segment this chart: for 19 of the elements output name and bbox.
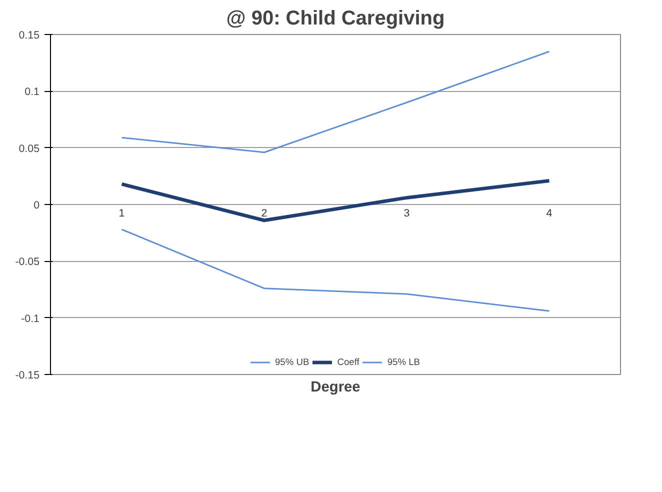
- y-tick-label: -0.1: [21, 312, 40, 325]
- y-tick-label: 0.1: [24, 86, 40, 98]
- chart-title: @ 90: Child Caregiving: [226, 8, 445, 30]
- x-axis-title: Degree: [310, 380, 360, 396]
- x-tick-label: 3: [404, 208, 410, 220]
- legend-label: Coeff: [337, 357, 360, 367]
- line-series: [121, 228, 550, 312]
- y-tick-label: -0.15: [15, 370, 40, 382]
- line-series: [120, 178, 551, 222]
- y-tick-label: 0.05: [18, 142, 40, 155]
- y-tick-label: 0: [34, 200, 40, 212]
- legend-label: 95% UB: [274, 357, 310, 367]
- x-tick-label: 4: [546, 208, 552, 220]
- line-series: [121, 50, 550, 154]
- y-tick-label: 0.15: [18, 30, 40, 42]
- legend-label: 95% LB: [387, 357, 420, 367]
- y-tick-label: -0.05: [15, 256, 40, 268]
- x-tick-label: 2: [261, 208, 268, 220]
- x-tick-label: 1: [118, 208, 125, 220]
